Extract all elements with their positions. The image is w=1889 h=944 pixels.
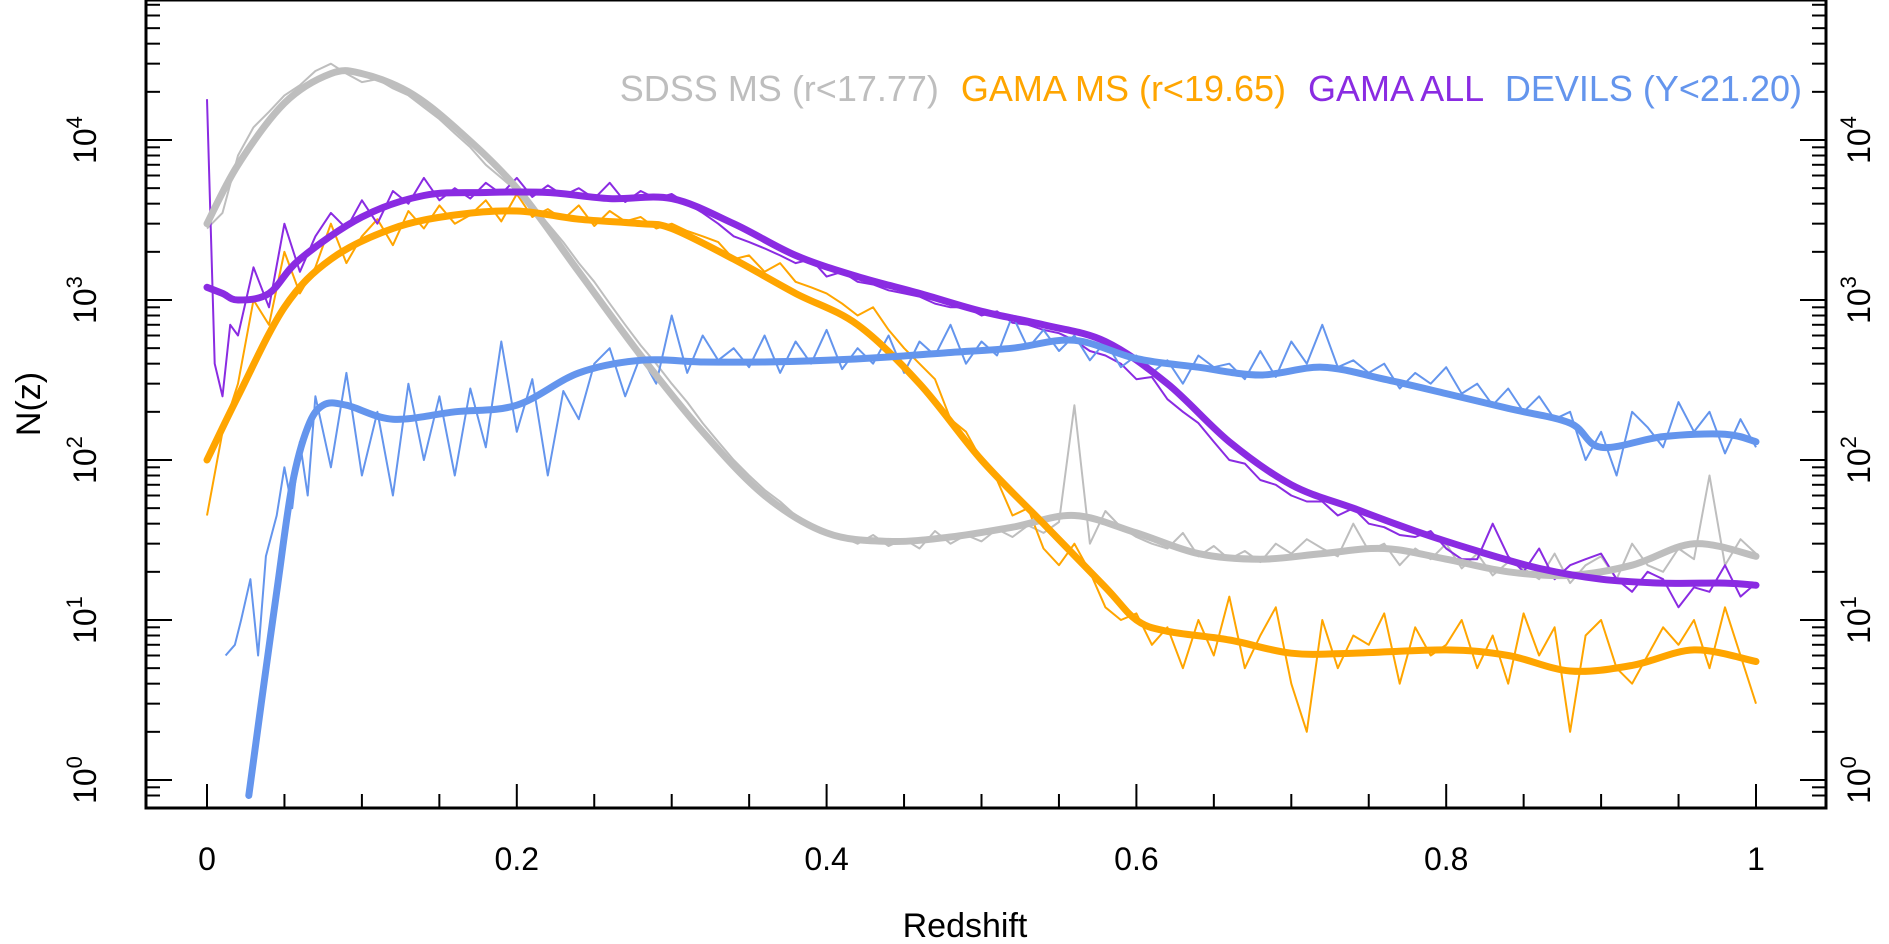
legend-entry-2: GAMA ALL — [1308, 68, 1483, 109]
series-raw-line-0 — [206, 62, 1757, 585]
x-tick-label: 0.8 — [1424, 841, 1468, 877]
y-tick-label-left: 103 — [62, 276, 103, 324]
series-smooth-line-0 — [203, 67, 1760, 580]
series-smooth-line-2 — [203, 188, 1760, 589]
smooth-series-lines — [203, 67, 1760, 799]
y-axis-title: N(z) — [10, 372, 48, 436]
y-tick-label-right: 103 — [1836, 276, 1877, 324]
y-tick-label-left: 100 — [62, 756, 103, 804]
x-axis-title: Redshift — [903, 907, 1028, 944]
y-tick-label-right: 100 — [1836, 756, 1877, 804]
legend-entry-0: SDSS MS (r<17.77) — [620, 68, 939, 109]
y-tick-label-right: 104 — [1836, 116, 1877, 164]
y-tick-label-left: 101 — [62, 596, 103, 644]
y-tick-label-left: 102 — [62, 436, 103, 484]
series-smooth-line-3 — [245, 336, 1760, 799]
x-tick-label: 0.6 — [1114, 841, 1158, 877]
series-smooth-line-1 — [203, 207, 1760, 675]
legend-entry-3: DEVILS (Y<21.20) — [1505, 68, 1802, 109]
x-tick-label: 0.4 — [804, 841, 848, 877]
plot-frame — [144, 0, 1828, 810]
y-tick-label-right: 102 — [1836, 436, 1877, 484]
x-tick-label: 1 — [1747, 841, 1765, 877]
y-tick-label-left: 104 — [62, 116, 103, 164]
axis-ticks — [146, 3, 1826, 808]
x-tick-label: 0 — [198, 841, 216, 877]
y-tick-label-right: 101 — [1836, 596, 1877, 644]
raw-series-lines — [206, 62, 1757, 733]
legend-entry-1: GAMA MS (r<19.65) — [961, 68, 1286, 109]
legend: SDSS MS (r<17.77) GAMA MS (r<19.65) GAMA… — [620, 68, 1802, 109]
x-tick-label: 0.2 — [495, 841, 539, 877]
axis-tick-labels: 0 0.2 0.4 0.6 0.8 1 100 100 101 101 102 102 103 103 10… — [62, 116, 1877, 877]
series-raw-line-3 — [224, 314, 1757, 657]
